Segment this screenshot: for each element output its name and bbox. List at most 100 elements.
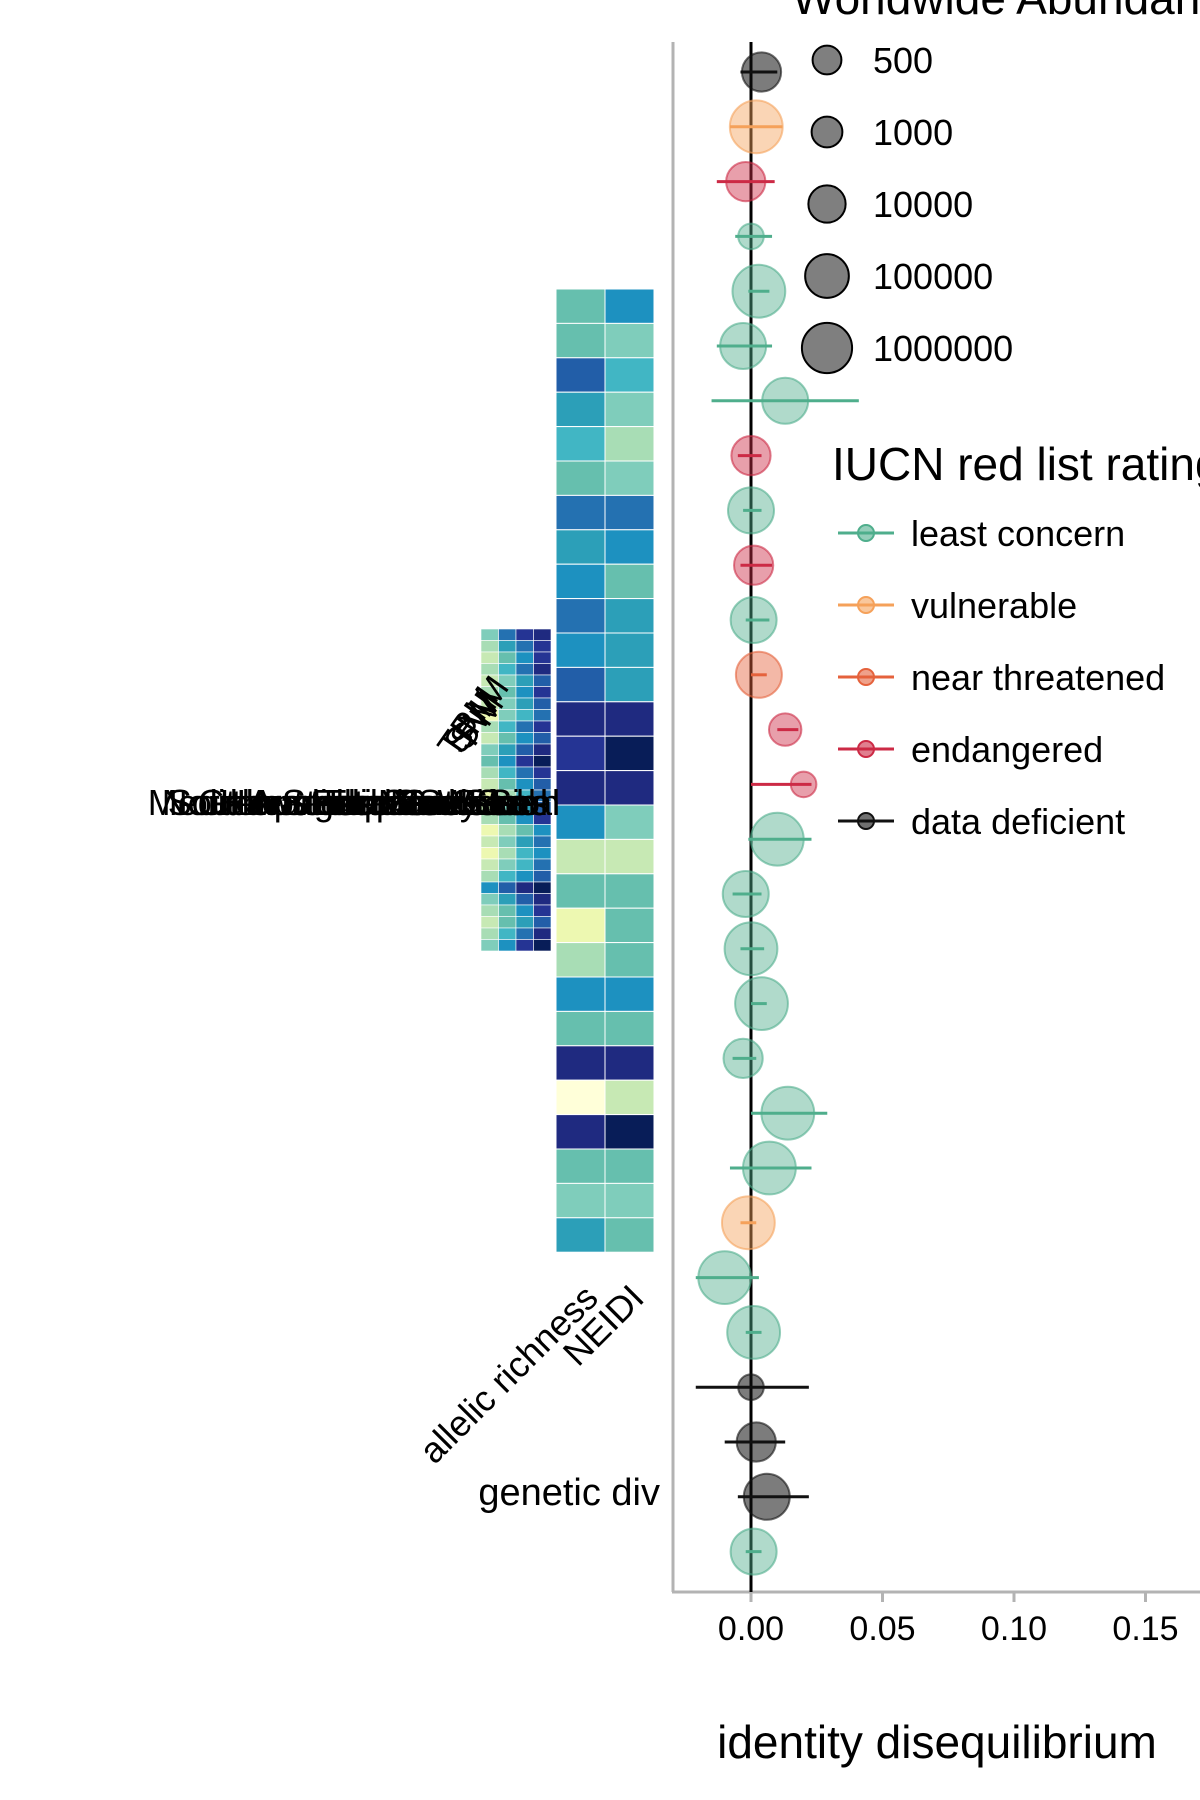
- mini-heatmap-cell-3-3: [533, 663, 552, 676]
- heatmap-cell-12-0: [555, 701, 606, 737]
- mini-heatmap-cell-19-1: [498, 847, 517, 860]
- mini-heatmap-cell-7-3: [533, 709, 552, 722]
- mini-heatmap-cell-24-1: [498, 904, 517, 917]
- mini-heatmap-cell-20-3: [533, 858, 552, 871]
- mini-heatmap-cell-0-0: [480, 628, 499, 641]
- mini-heatmap-cell-24-2: [515, 904, 534, 917]
- mini-heatmap-cell-18-3: [533, 835, 552, 848]
- mini-heatmap-cell-21-3: [533, 870, 552, 883]
- mini-heatmap-cell-12-1: [498, 766, 517, 779]
- mini-heatmap-cell-2-2: [515, 651, 534, 664]
- mini-heatmap-cell-0-3: [533, 628, 552, 641]
- mini-heatmap-cell-26-2: [515, 927, 534, 940]
- mini-heatmap-cell-23-2: [515, 893, 534, 906]
- heatmap-cell-20-0: [555, 976, 606, 1012]
- x-ticks: 0.00 0.05 0.10 0.15: [718, 1592, 1179, 1648]
- mini-heatmap-cell-20-2: [515, 858, 534, 871]
- species-label-4: Australian Sea Lion: [248, 782, 560, 823]
- heatmap-cell-19-1: [604, 942, 655, 978]
- data-point-20: [729, 1140, 812, 1196]
- data-points: [695, 51, 859, 1576]
- heatmap-cell-21-0: [555, 1010, 606, 1047]
- mini-heatmap-cell-19-3: [533, 847, 552, 860]
- mini-heatmap-cell-19-0: [480, 847, 499, 860]
- x-tick-label-1: 0.05: [849, 1610, 915, 1648]
- mini-heatmap-cell-0-2: [515, 628, 534, 641]
- data-point-18: [722, 1037, 764, 1080]
- heatmap-cell-13-1: [604, 735, 655, 772]
- heatmap-cell-1-1: [604, 322, 655, 359]
- mini-heatmap-cell-25-3: [533, 916, 552, 929]
- mini-heatmap-cell-3-2: [515, 663, 534, 676]
- mini-heatmap-cell-7-2: [515, 709, 534, 722]
- mini-heatmap-cell-8-2: [515, 720, 534, 733]
- heatmap-cell-10-1: [604, 632, 655, 668]
- mini-heatmap-cell-26-0: [480, 927, 499, 940]
- heatmap-panel: [555, 288, 655, 1253]
- data-point-4: [731, 263, 787, 319]
- data-point-23: [726, 1305, 782, 1360]
- mini-heatmap-cell-11-2: [515, 755, 534, 768]
- heatmap-cell-3-0: [555, 391, 606, 428]
- mini-heatmap-cell-22-1: [498, 881, 517, 894]
- mini-heatmap-cell-8-3: [533, 720, 552, 733]
- heatmap-cell-6-0: [555, 494, 606, 531]
- mini-heatmap-cell-2-1: [498, 651, 517, 664]
- heatmap-cell-1-0: [555, 322, 606, 359]
- heatmap-cell-8-1: [604, 563, 655, 600]
- data-point-25: [724, 1421, 786, 1463]
- species-label-8: Grey Seal: [400, 782, 560, 823]
- mini-heatmap-cell-18-1: [498, 835, 517, 848]
- heatmap-cell-9-1: [604, 598, 655, 634]
- heatmap-cell-23-0: [555, 1079, 606, 1116]
- heatmap-cell-27-1: [604, 1217, 655, 1253]
- x-tick-label-3: 0.15: [1112, 1610, 1178, 1648]
- color-legend-key-0: [857, 524, 875, 542]
- mini-heatmap-cell-4-3: [533, 674, 552, 687]
- mini-heatmap-cell-12-2: [515, 766, 534, 779]
- heatmap-cell-17-0: [555, 873, 606, 909]
- heatmap-cell-15-0: [555, 804, 606, 840]
- mini-heatmap-cell-11-3: [533, 755, 552, 768]
- size-legend-key-3: [804, 253, 850, 299]
- heatmap-cell-19-0: [555, 942, 606, 978]
- mini-heatmap-cell-4-2: [515, 674, 534, 687]
- data-point-17: [734, 976, 789, 1031]
- heatmap-cell-14-1: [604, 770, 655, 806]
- mini-heatmap-cell-9-1: [498, 732, 517, 745]
- mini-heatmap-panel: [480, 628, 552, 952]
- heatmap-cell-26-0: [555, 1182, 606, 1219]
- color-legend-label-4: data deficient: [911, 801, 1125, 842]
- mini-heatmap-cell-9-2: [515, 732, 534, 745]
- mini-heatmap-cell-17-2: [515, 824, 534, 837]
- mini-heatmap-cell-20-0: [480, 858, 499, 871]
- color-legend-label-3: endangered: [911, 729, 1103, 770]
- data-point-0: [740, 51, 783, 93]
- size-legend-label-2: 10000: [873, 184, 973, 225]
- color-legend-label-1: vulnerable: [911, 585, 1077, 626]
- size-legend-key-2: [807, 184, 847, 224]
- heatmap-cell-26-1: [604, 1182, 655, 1219]
- heatmap-cell-27-0: [555, 1217, 606, 1253]
- mini-heatmap-cell-10-1: [498, 743, 517, 756]
- data-point-22: [695, 1250, 759, 1305]
- heatmap-column-label-allelic-richness: allelic richness: [411, 1277, 606, 1472]
- color-legend-key-2: [857, 668, 875, 686]
- data-point-3: [735, 222, 773, 251]
- heatmap-cell-7-0: [555, 529, 606, 565]
- mini-heatmap-cell-2-3: [533, 651, 552, 664]
- mini-heatmap-cell-5-2: [515, 686, 534, 699]
- data-point-5: [716, 322, 773, 370]
- data-point-26: [737, 1472, 809, 1521]
- data-point-19: [751, 1085, 828, 1141]
- size-legend: Worldwide Abundance 500 1000 10000 100000 10…: [792, 0, 1200, 375]
- mini-heatmap-cell-26-3: [533, 927, 552, 940]
- color-legend-key-1: [857, 596, 875, 614]
- species-label-3: Galapagos Sea Lion: [198, 782, 524, 823]
- size-legend-key-1: [810, 115, 844, 149]
- heatmap-cell-11-0: [555, 666, 606, 703]
- mini-heatmap-cell-22-2: [515, 881, 534, 894]
- mini-heatmap-cell-11-0: [480, 755, 499, 768]
- mini-heatmap-cell-23-3: [533, 893, 552, 906]
